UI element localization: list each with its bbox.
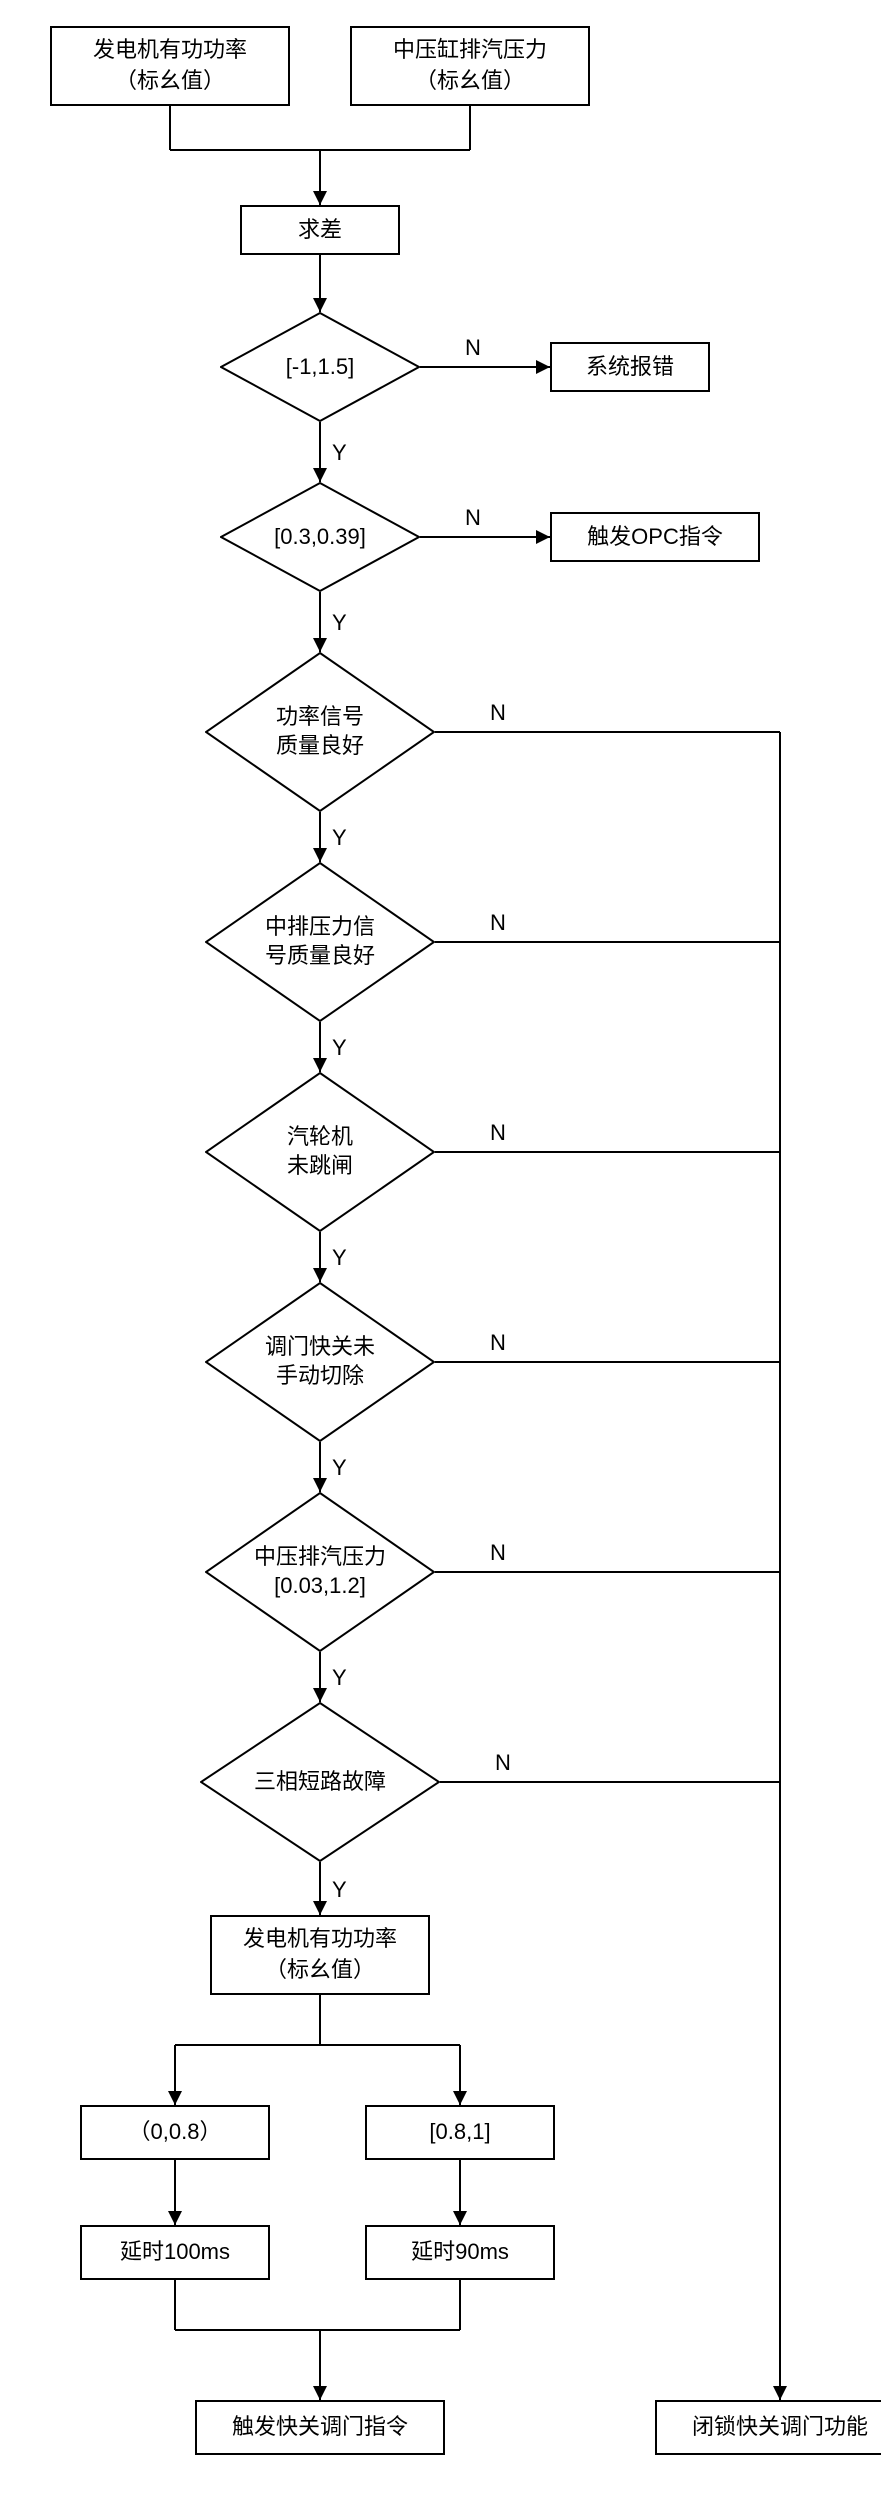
rect-in_left: 发电机有功功率（标幺值） <box>50 26 290 106</box>
label-N: N <box>495 1750 511 1776</box>
rect-diff: 求差 <box>240 205 400 255</box>
label-N: N <box>490 700 506 726</box>
label-Y: Y <box>332 440 347 466</box>
diamond-d8: 三相短路故障 <box>200 1702 440 1862</box>
rect-opc: 触发OPC指令 <box>550 512 760 562</box>
label-Y: Y <box>332 1877 347 1903</box>
label-Y: Y <box>332 610 347 636</box>
rect-in_right: 中压缸排汽压力（标幺值） <box>350 26 590 106</box>
diamond-d5: 汽轮机未跳闸 <box>205 1072 435 1232</box>
label-N: N <box>465 505 481 531</box>
rect-block: 闭锁快关调门功能 <box>655 2400 881 2455</box>
label-N: N <box>490 1120 506 1146</box>
label-N: N <box>490 910 506 936</box>
rect-dly_lo: 延时100ms <box>80 2225 270 2280</box>
rect-replay: 发电机有功功率（标幺值） <box>210 1915 430 1995</box>
diamond-d6: 调门快关未手动切除 <box>205 1282 435 1442</box>
label-Y: Y <box>332 825 347 851</box>
label-Y: Y <box>332 1665 347 1691</box>
rect-rng_lo: （0,0.8） <box>80 2105 270 2160</box>
label-Y: Y <box>332 1245 347 1271</box>
label-Y: Y <box>332 1035 347 1061</box>
label-N: N <box>465 335 481 361</box>
diamond-d2: [0.3,0.39] <box>220 482 420 592</box>
rect-trigger: 触发快关调门指令 <box>195 2400 445 2455</box>
label-N: N <box>490 1540 506 1566</box>
label-Y: Y <box>332 1455 347 1481</box>
diamond-d1: [-1,1.5] <box>220 312 420 422</box>
flowchart-canvas: 发电机有功功率（标幺值）中压缸排汽压力（标幺值）求差系统报错触发OPC指令发电机… <box>20 20 861 2489</box>
rect-dly_hi: 延时90ms <box>365 2225 555 2280</box>
diamond-d3: 功率信号质量良好 <box>205 652 435 812</box>
label-N: N <box>490 1330 506 1356</box>
diamond-d7: 中压排汽压力[0.03,1.2] <box>205 1492 435 1652</box>
diamond-d4: 中排压力信号质量良好 <box>205 862 435 1022</box>
rect-err: 系统报错 <box>550 342 710 392</box>
rect-rng_hi: [0.8,1] <box>365 2105 555 2160</box>
